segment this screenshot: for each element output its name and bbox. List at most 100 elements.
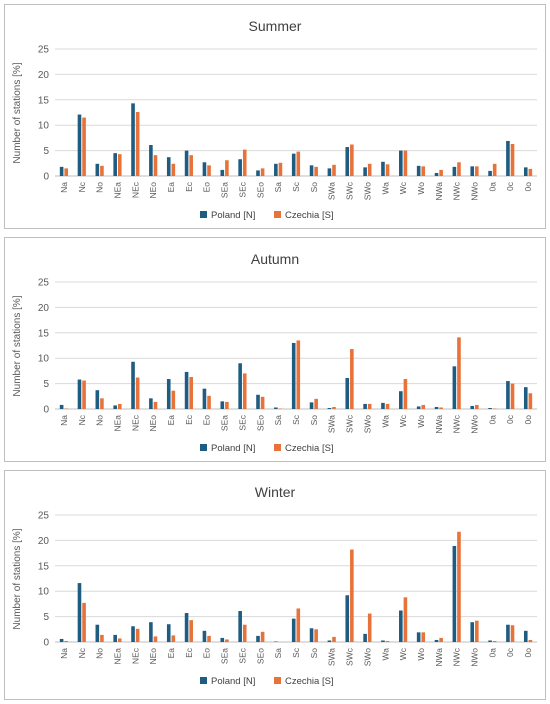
x-tick-label: Sc <box>291 414 301 425</box>
x-tick-label: NEc <box>130 181 140 198</box>
x-tick-label: SWa <box>327 182 337 200</box>
x-tick-label: SWc <box>345 647 355 666</box>
x-tick-label: NEc <box>130 647 140 664</box>
bar-czechia-Na <box>64 168 69 176</box>
y-tick-label: 20 <box>38 536 50 547</box>
bar-czechia-NWa <box>439 407 443 409</box>
bar-czechia-SEc <box>242 373 247 409</box>
legend-swatch-czechia <box>274 444 281 451</box>
bar-poland-SWo <box>363 167 367 176</box>
x-tick-label: SEa <box>220 182 230 198</box>
x-tick-label: NEo <box>148 648 158 665</box>
bar-czechia-Sc <box>296 340 301 409</box>
y-tick-label: 5 <box>43 379 49 390</box>
x-tick-label: Eo <box>202 415 212 426</box>
bar-czechia-NEa <box>117 638 122 642</box>
bar-poland-Na <box>59 638 64 642</box>
bar-czechia-0o <box>528 639 533 642</box>
bar-czechia-0o <box>528 393 533 409</box>
y-tick-label: 25 <box>38 45 50 56</box>
x-tick-label: Ec <box>184 181 194 192</box>
bar-czechia-Sc <box>296 608 301 642</box>
bar-czechia-Wa <box>385 164 390 176</box>
bar-poland-0o <box>523 387 528 409</box>
bar-poland-NWc <box>452 366 457 409</box>
bar-poland-SEa <box>220 401 225 409</box>
bar-poland-SEo <box>256 170 260 176</box>
x-tick-label: NWa <box>434 182 444 201</box>
bar-czechia-Nc <box>82 117 86 176</box>
x-tick-label: NWa <box>434 648 444 667</box>
bar-czechia-NEc <box>135 377 140 409</box>
y-axis-label: Number of stations [%] <box>12 62 23 163</box>
x-tick-label: NEa <box>112 182 122 199</box>
bar-czechia-SWo <box>367 163 372 176</box>
bar-poland-Sa <box>274 407 278 409</box>
legend-label-poland: Poland [N] <box>211 443 255 454</box>
x-tick-label: Na <box>59 648 69 659</box>
x-tick-label: SEo <box>255 648 265 664</box>
bar-poland-SEc <box>238 611 242 642</box>
x-tick-label: 0a <box>487 648 497 658</box>
bar-poland-Ea <box>166 157 171 176</box>
chart-title: Winter <box>255 484 296 500</box>
bar-czechia-NEo <box>153 155 158 176</box>
bar-poland-Wc <box>399 150 403 176</box>
bar-poland-No <box>95 163 100 176</box>
y-tick-label: 25 <box>38 278 50 289</box>
bar-poland-NWa <box>434 406 439 409</box>
bar-poland-Sa <box>274 163 278 176</box>
bar-poland-No <box>95 624 100 642</box>
bar-poland-SWa <box>327 640 332 642</box>
bar-poland-SWo <box>363 633 367 642</box>
x-tick-label: SWa <box>327 415 337 433</box>
bar-czechia-No <box>100 165 104 176</box>
chart-title: Autumn <box>251 251 299 267</box>
bar-poland-NEo <box>149 145 153 176</box>
bar-poland-Eo <box>202 388 207 409</box>
bar-czechia-NWo <box>475 166 479 176</box>
bar-czechia-NWa <box>439 637 443 642</box>
bar-poland-So <box>309 165 314 176</box>
bar-czechia-No <box>100 634 104 642</box>
bar-poland-Sc <box>291 342 296 409</box>
x-tick-label: Wc <box>398 181 408 194</box>
bar-czechia-SEc <box>242 149 247 176</box>
x-tick-label: NWo <box>470 182 480 201</box>
bar-poland-0o <box>523 167 528 176</box>
y-tick-label: 0 <box>43 172 49 183</box>
x-tick-label: NEc <box>130 414 140 431</box>
legend-swatch-czechia <box>274 211 281 218</box>
summer-chart: Summer Number of stations [%] 0 5 10 15 20 25… <box>12 18 537 221</box>
bar-poland-NEo <box>149 398 153 409</box>
x-tick-label: Wo <box>416 182 426 195</box>
bar-czechia-SEa <box>225 401 229 409</box>
x-tick-label: NWc <box>452 181 462 200</box>
bar-poland-SEa <box>220 637 225 642</box>
legend-swatch-poland <box>200 211 207 218</box>
x-tick-label: SEo <box>255 182 265 198</box>
bar-czechia-NWc <box>457 531 461 642</box>
x-tick-label: Wc <box>398 414 408 427</box>
bar-czechia-Wo <box>421 404 426 409</box>
bar-poland-NEa <box>113 153 117 176</box>
y-tick-label: 20 <box>38 303 50 314</box>
y-tick-label: 0 <box>43 405 49 416</box>
bar-czechia-Wc <box>403 150 408 176</box>
bar-poland-NEc <box>131 103 135 176</box>
bar-czechia-Nc <box>82 602 86 642</box>
x-tick-label: Sc <box>291 647 301 658</box>
bar-czechia-0c <box>510 143 515 176</box>
bar-czechia-Ec <box>189 155 193 176</box>
x-tick-label: 0o <box>523 182 533 192</box>
x-tick-label: Wa <box>380 648 390 661</box>
x-tick-label: Wo <box>416 648 426 661</box>
x-tick-label: So <box>309 415 319 426</box>
bar-czechia-Sa <box>278 162 283 176</box>
y-axis-label: Number of stations [%] <box>12 528 23 629</box>
bar-poland-SWc <box>345 147 350 176</box>
bar-czechia-Eo <box>207 635 211 642</box>
y-tick-label: 10 <box>38 121 50 132</box>
bar-czechia-SWc <box>350 144 354 176</box>
bar-poland-Nc <box>77 379 82 409</box>
